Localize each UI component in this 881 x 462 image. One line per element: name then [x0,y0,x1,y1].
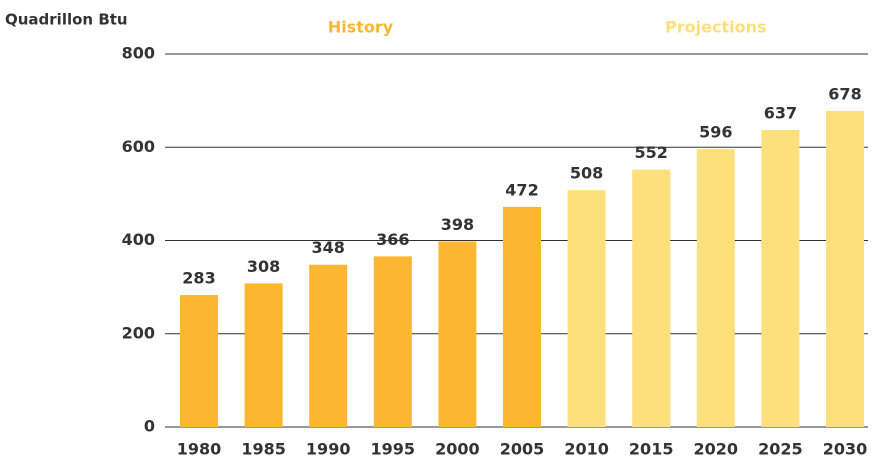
bar [309,264,348,427]
x-tick-label: 2000 [435,440,480,459]
bar [244,283,283,427]
data-label: 596 [699,123,732,142]
x-tick-label: 2030 [823,440,868,459]
x-tick-label: 1980 [177,440,222,459]
y-tick-label: 200 [122,323,155,342]
bar [826,110,864,427]
legend-label: Projections [665,18,766,37]
bar [696,149,735,428]
y-tick-label: 600 [122,137,155,156]
x-tick-label: 1995 [371,440,416,459]
bar [438,241,477,427]
x-tick-label: 2010 [564,440,609,459]
bar [373,256,412,427]
y-tick-label: 0 [144,417,155,436]
data-label: 398 [441,215,474,234]
bar [567,190,606,427]
data-label: 637 [764,103,797,122]
bar [632,169,671,427]
data-label: 366 [376,230,409,249]
data-label: 283 [182,269,215,288]
data-label: 508 [570,164,603,183]
legend-label: History [328,18,394,37]
data-label: 678 [828,84,861,103]
bar [503,206,541,427]
y-axis-label: Quadrillon Btu [5,11,128,29]
data-label: 472 [505,180,538,199]
data-label: 552 [634,143,667,162]
x-tick-label: 2025 [758,440,803,459]
x-tick-label: 2005 [500,440,545,459]
x-tick-label: 2020 [694,440,739,459]
data-label: 308 [247,257,280,276]
y-tick-label: 400 [122,230,155,249]
data-label: 348 [311,238,344,257]
x-tick-label: 2015 [629,440,674,459]
y-tick-label: 800 [122,44,155,63]
bar [180,295,218,427]
x-tick-label: 1985 [241,440,286,459]
x-tick-label: 1990 [306,440,351,459]
bar [761,129,800,427]
